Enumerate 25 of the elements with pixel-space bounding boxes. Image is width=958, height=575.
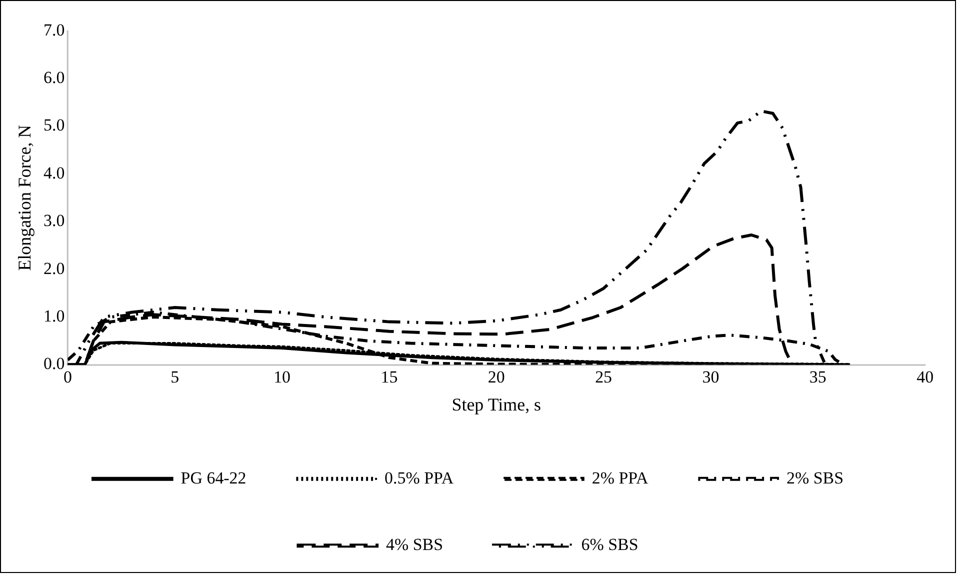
legend-label: 6% SBS bbox=[581, 535, 638, 554]
y-tick-label: 0.0 bbox=[44, 354, 65, 374]
x-tick-label: 5 bbox=[170, 367, 180, 386]
y-tick-label: 6.0 bbox=[44, 68, 65, 88]
y-tick-label: 3.0 bbox=[44, 211, 65, 230]
x-tick-label: 15 bbox=[380, 367, 398, 386]
y-tick-label: 5.0 bbox=[44, 116, 65, 135]
y-tick-label: 7.0 bbox=[44, 20, 65, 40]
x-tick-label: 20 bbox=[488, 367, 505, 386]
x-tick-label: 0 bbox=[63, 367, 72, 386]
x-tick-label: 35 bbox=[809, 367, 826, 386]
legend-label: 2% SBS bbox=[786, 468, 844, 488]
x-tick-label: 40 bbox=[916, 367, 934, 386]
legend-label: 0.5% PPA bbox=[384, 468, 454, 488]
x-tick-label: 30 bbox=[702, 367, 720, 386]
y-tick-label: 2.0 bbox=[44, 258, 65, 278]
y-tick-label: 4.0 bbox=[44, 163, 65, 182]
x-tick-label: 10 bbox=[274, 367, 291, 386]
y-tick-label: 1.0 bbox=[44, 306, 65, 326]
x-axis-title: Step Time, s bbox=[452, 394, 542, 414]
legend-label: 2% PPA bbox=[592, 468, 650, 488]
legend-label: 4% SBS bbox=[386, 535, 444, 554]
x-tick-label: 25 bbox=[595, 367, 612, 386]
y-axis-title: Elongation Force, N bbox=[14, 124, 34, 271]
legend-label: PG 64-22 bbox=[180, 468, 246, 488]
